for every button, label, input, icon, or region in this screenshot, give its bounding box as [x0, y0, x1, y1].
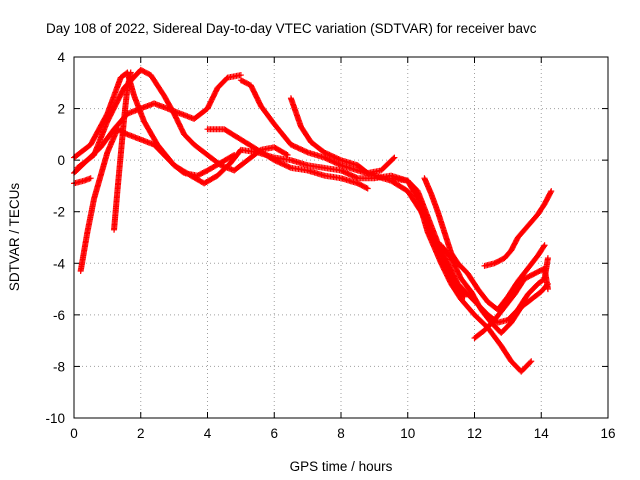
data-point: [283, 151, 290, 158]
data-point: [527, 359, 534, 366]
data-point: [364, 185, 371, 192]
y-tick-label: -4: [53, 256, 65, 271]
data-point: [544, 286, 551, 293]
plot-frame: [73, 56, 609, 419]
data-point: [460, 292, 467, 299]
data-point: [540, 243, 547, 250]
series-track-8: [237, 77, 468, 300]
x-tick-label: 6: [270, 426, 278, 441]
series-track-11: [421, 175, 548, 313]
data-point: [461, 293, 468, 300]
x-tick-label: 8: [337, 426, 345, 441]
x-tick-label: 12: [467, 426, 482, 441]
y-tick-label: 2: [57, 102, 65, 117]
series-track-1: [71, 69, 535, 375]
data-point: [87, 175, 94, 182]
x-tick-label: 0: [70, 426, 78, 441]
y-tick-label: 0: [57, 153, 65, 168]
data-point: [284, 151, 291, 158]
y-tick-label: -2: [53, 205, 65, 220]
data-series: [71, 66, 555, 375]
data-point: [363, 184, 370, 191]
x-tick-label: 14: [534, 426, 550, 441]
series-track-5: [71, 175, 94, 187]
data-point: [229, 152, 236, 159]
data-point: [548, 188, 555, 195]
series-track-6: [111, 69, 134, 233]
series-track-14: [481, 188, 555, 269]
data-point: [237, 72, 244, 79]
x-tick-label: 2: [137, 426, 145, 441]
series-track-4: [77, 126, 238, 275]
chart-title: Day 108 of 2022, Sidereal Day-to-day VTE…: [46, 21, 537, 36]
y-tick-label: -10: [45, 411, 65, 426]
y-tick-label: -8: [53, 359, 65, 374]
x-axis-label: GPS time / hours: [290, 459, 393, 474]
series-track-7: [204, 126, 371, 192]
x-tick-label: 4: [204, 426, 212, 441]
data-point: [127, 69, 134, 76]
data-point: [390, 155, 397, 162]
grid-lines: [74, 57, 608, 418]
y-axis-label: SDTVAR / TECUs: [7, 183, 22, 292]
series-track-9: [287, 95, 398, 177]
data-point: [231, 151, 238, 158]
data-point: [528, 358, 535, 365]
data-point: [544, 255, 551, 262]
x-tick-label: 16: [600, 426, 615, 441]
data-point: [541, 242, 548, 249]
data-point: [391, 154, 398, 161]
x-tick-label: 10: [400, 426, 415, 441]
data-point: [547, 189, 554, 196]
y-tick-label: 4: [57, 50, 65, 65]
series-track-13: [471, 265, 551, 342]
y-tick-label: -6: [53, 308, 65, 323]
